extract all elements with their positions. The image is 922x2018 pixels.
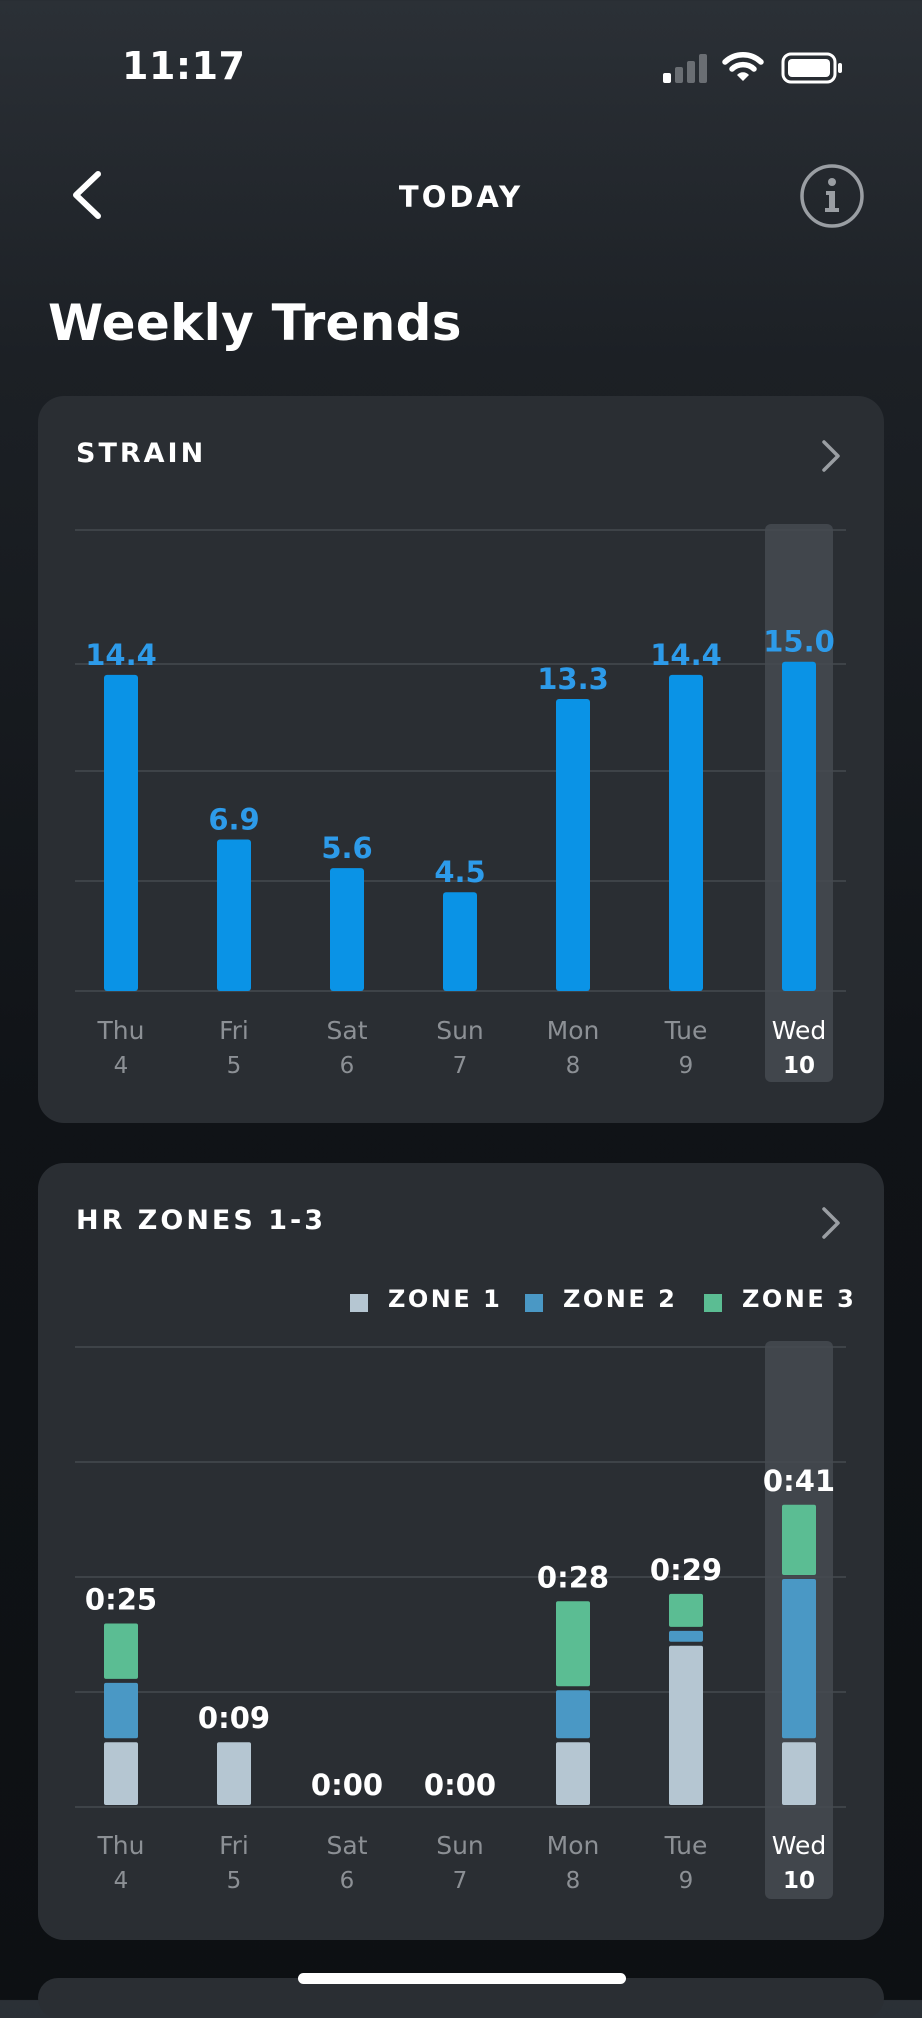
x-tick-day-mon: Mon [547,1831,600,1860]
hr-zones-chart: 0:25 0:09 0:00 0:00 0:28 0:29 0:41 Thu 4 Fri 5 Sat 6… [75,1341,846,1899]
hr-zones-card-title: HR ZONES 1-3 [76,1205,326,1236]
battery-icon [781,52,842,84]
strain-card-title: STRAIN [76,438,207,469]
x-tick-date-tue: 9 [679,1053,694,1079]
hr-total-label: 0:28 [537,1560,609,1594]
legend-swatch-zone-2 [525,1294,543,1312]
x-tick-day-sat: Sat [327,1016,368,1045]
hr-zones-card[interactable]: HR ZONES 1-3 ZONE 1 ZONE 2 ZONE 3 0:25 0:… [38,1163,884,1940]
x-tick-date-wed: 10 [783,1868,815,1894]
hr-bar-wed-zone-2 [782,1579,816,1739]
x-tick-day-sun: Sun [436,1016,484,1045]
x-tick-day-thu: Thu [97,1016,145,1045]
x-tick-date-thu: 4 [114,1868,129,1894]
strain-value-label: 15.0 [763,625,835,659]
x-tick-day-tue: Tue [664,1831,708,1860]
wifi-icon [722,52,764,81]
legend-swatch-zone-3 [704,1294,722,1312]
hr-bar-thu-zone-1 [104,1742,138,1805]
legend-label-zone-2: ZONE 2 [563,1285,678,1313]
hr-total-label: 0:29 [650,1553,722,1587]
x-tick-date-tue: 9 [679,1868,694,1894]
x-tick-day-sat: Sat [327,1831,368,1860]
strain-bar-thu [104,674,138,991]
legend-label-zone-1: ZONE 1 [388,1285,503,1313]
hr-bar-thu-zone-2 [104,1682,138,1739]
hr-bar-wed-zone-1 [782,1742,816,1805]
chevron-right-icon[interactable] [818,436,846,476]
x-tick-date-mon: 8 [566,1053,581,1079]
page-title: Weekly Trends [48,294,462,352]
x-tick-day-sun: Sun [436,1831,484,1860]
strain-bar-mon [556,699,590,991]
hr-total-label: 0:09 [198,1701,270,1735]
x-tick-date-fri: 5 [227,1868,242,1894]
x-tick-date-fri: 5 [227,1053,242,1079]
hr-total-label: 0:00 [424,1768,496,1802]
strain-value-label: 4.5 [434,855,485,889]
x-tick-day-fri: Fri [219,1016,249,1045]
status-bar: 11:17 [0,0,922,130]
legend-label-zone-3: ZONE 3 [742,1285,857,1313]
strain-value-label: 5.6 [321,831,372,865]
chevron-right-icon[interactable] [818,1203,846,1243]
x-tick-date-thu: 4 [114,1053,129,1079]
x-tick-date-sun: 7 [453,1053,468,1079]
x-tick-date-mon: 8 [566,1868,581,1894]
strain-card[interactable]: STRAIN 14.4 6.9 5.6 4.5 13.3 14.4 15.0 Thu 4 Fri 5… [38,396,884,1123]
x-tick-day-wed: Wed [772,1016,827,1045]
strain-value-label: 14.4 [650,638,722,672]
strain-bar-wed [782,661,816,991]
hr-bar-fri-zone-1 [217,1742,251,1805]
hr-total-label: 0:41 [763,1464,835,1498]
back-chevron-icon[interactable] [62,170,112,220]
x-tick-day-mon: Mon [547,1016,600,1045]
hr-bar-tue-zone-2 [669,1630,703,1642]
hr-bar-mon-zone-3 [556,1601,590,1687]
strain-bar-sat [330,868,364,991]
nav-bar: TODAY [0,150,922,240]
x-tick-date-sat: 6 [340,1053,355,1079]
x-tick-day-tue: Tue [664,1016,708,1045]
strain-value-label: 6.9 [208,803,259,837]
x-tick-date-sat: 6 [340,1868,355,1894]
hr-bar-thu-zone-3 [104,1623,138,1679]
hr-total-label: 0:00 [311,1768,383,1802]
info-icon[interactable] [798,162,866,230]
status-time: 11:17 [122,44,246,88]
nav-title: TODAY [398,180,524,214]
strain-chart: 14.4 6.9 5.6 4.5 13.3 14.4 15.0 Thu 4 Fri 5 Sat 6 Sun… [75,524,846,1082]
x-tick-day-fri: Fri [219,1831,249,1860]
strain-value-label: 13.3 [537,662,609,696]
x-tick-date-sun: 7 [453,1868,468,1894]
x-tick-date-wed: 10 [783,1053,815,1079]
legend-swatch-zone-1 [350,1294,368,1312]
hr-total-label: 0:25 [85,1583,157,1617]
hr-bar-mon-zone-2 [556,1690,590,1739]
strain-bar-tue [669,674,703,991]
cellular-signal-icon [663,54,707,83]
strain-bar-fri [217,839,251,991]
hr-bar-tue-zone-1 [669,1645,703,1805]
hr-bar-tue-zone-3 [669,1593,703,1627]
strain-bar-sun [443,892,477,991]
x-tick-day-thu: Thu [97,1831,145,1860]
hr-bar-wed-zone-3 [782,1504,816,1575]
strain-value-label: 14.4 [85,638,157,672]
next-card[interactable] [38,1978,884,2018]
home-indicator[interactable] [298,1973,626,1984]
hr-bar-mon-zone-1 [556,1742,590,1805]
hr-zones-legend: ZONE 1 ZONE 2 ZONE 3 [38,1285,884,1321]
x-tick-day-wed: Wed [772,1831,827,1860]
